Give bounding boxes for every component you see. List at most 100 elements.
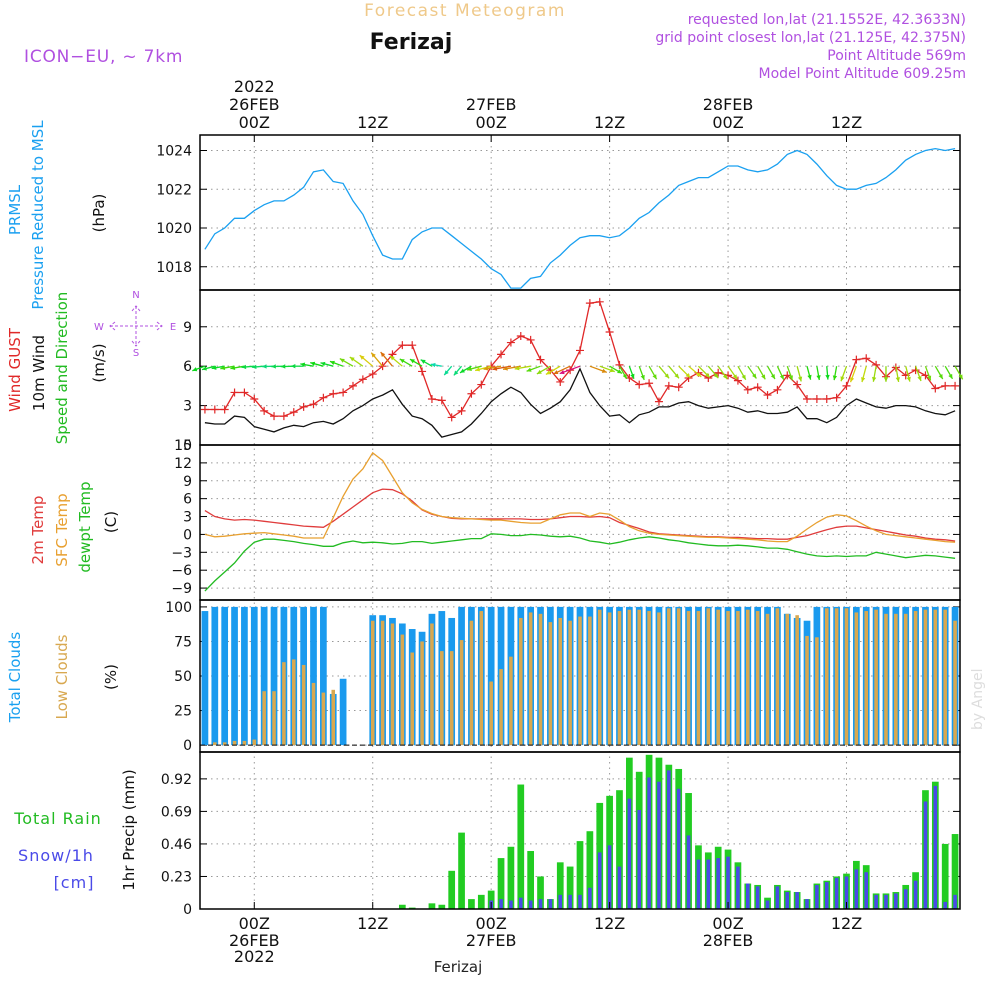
clouds-bar (450, 651, 454, 745)
precip-bar (785, 892, 789, 909)
model-point-altitude: Model Point Altitude 609.25m (759, 66, 966, 82)
wind-arrow-head (641, 375, 645, 380)
gust-marker (270, 412, 278, 420)
precip-bar (924, 802, 928, 909)
precip-bar (795, 892, 799, 909)
compass-rose-icon (110, 306, 162, 346)
clouds-bar (667, 608, 671, 745)
top-date-label: 27FEB (466, 95, 517, 114)
clouds-bar (805, 636, 809, 745)
footer-location: Ferizaj (434, 958, 483, 976)
clouds-bar (262, 691, 266, 745)
clouds-bar (312, 683, 316, 745)
precip-bar (578, 895, 582, 909)
clouds-bar (233, 741, 237, 745)
bottom-date-label: 26FEB (229, 931, 280, 950)
clouds-bar (202, 611, 209, 745)
clouds-bar (874, 610, 878, 745)
clouds-unit-label: (%) (102, 664, 120, 690)
clouds-bar (410, 653, 414, 746)
clouds-bar (272, 691, 276, 745)
clouds-bar (251, 607, 258, 745)
wind-series-line (205, 302, 955, 418)
wind-10m-label: 10m Wind (30, 335, 48, 411)
clouds-bar (588, 617, 592, 746)
clouds-bar (430, 623, 434, 745)
precip-bar (942, 844, 949, 909)
clouds-ytick-label: 50 (174, 669, 192, 685)
clouds-bar (440, 651, 444, 745)
gust-marker (428, 395, 436, 403)
precip-bar (568, 895, 572, 909)
clouds-bar (795, 615, 799, 745)
precip-bar (549, 899, 553, 909)
precip-snow-unit: [cm] (54, 873, 95, 892)
clouds-bar (401, 635, 405, 746)
precip-bar (943, 902, 947, 909)
clouds-low-label: Low Clouds (53, 634, 71, 719)
gust-marker (240, 388, 248, 396)
clouds-bar (221, 607, 228, 745)
clouds-ytick-label: 25 (174, 704, 192, 720)
precip-bar (904, 889, 908, 909)
wind-arrow-head (884, 377, 888, 382)
precip-bar (805, 899, 809, 909)
clouds-bar (549, 622, 553, 745)
clouds-bar (519, 618, 523, 745)
top-date-label: 28FEB (703, 95, 754, 114)
gust-marker (813, 395, 821, 403)
gust-marker (527, 336, 535, 344)
gust-marker (852, 356, 860, 364)
temperature-frame (200, 445, 960, 600)
temperature-ytick-label: −3 (171, 545, 192, 561)
precip-rain-label: Total Rain (13, 809, 102, 828)
pressure-label-prmsl: PRMSL (6, 184, 24, 235)
clouds-bar (499, 669, 503, 745)
precip-bar (529, 901, 533, 909)
precip-bar (478, 895, 485, 909)
precip-ytick-label: 0.69 (161, 804, 192, 820)
clouds-bar (736, 611, 740, 745)
precip-bar (835, 878, 839, 909)
clouds-bar (381, 621, 385, 745)
clouds-bar (855, 612, 859, 745)
top-year-label: 2022 (234, 77, 275, 96)
precip-bar (776, 886, 780, 909)
precip-bar (687, 835, 691, 909)
temperature-ytick-label: −9 (171, 581, 192, 597)
precip-bar (726, 857, 730, 909)
precip-bar (517, 785, 524, 909)
precip-bar (953, 895, 957, 909)
pressure-label-name: Pressure Reduced to MSL (29, 120, 47, 310)
clouds-ytick-label: 0 (183, 738, 192, 754)
clouds-bar (302, 665, 306, 745)
wind-arrow-head (281, 364, 286, 368)
clouds-bar (529, 612, 533, 745)
model-label: ICON−EU, ~ 7km (24, 47, 183, 67)
top-hour-label: 12Z (831, 113, 862, 132)
clouds-bar (282, 662, 286, 745)
clouds-bar (489, 682, 493, 746)
clouds-bar (241, 607, 248, 745)
location-title: Ferizaj (370, 30, 453, 55)
wind-arrow-head (242, 365, 247, 369)
clouds-bar (243, 741, 247, 745)
wind-arrow-head (262, 364, 267, 368)
gust-marker (803, 395, 811, 403)
gust-marker (448, 413, 456, 421)
precip-bar (884, 895, 888, 909)
compass-west: W (94, 322, 104, 333)
temperature-series-line (205, 534, 955, 591)
precip-bar (429, 903, 436, 909)
wind-arrow-head (825, 375, 829, 380)
top-hour-label: 12Z (594, 113, 625, 132)
clouds-bar (558, 618, 562, 745)
gust-marker (339, 388, 347, 396)
clouds-bar (776, 608, 780, 745)
wind-arrow-head (291, 364, 296, 368)
precip-ytick-label: 0 (183, 902, 192, 918)
gust-marker (231, 388, 239, 396)
gust-marker (349, 382, 357, 390)
gust-marker (941, 382, 949, 390)
gust-marker (655, 398, 663, 406)
